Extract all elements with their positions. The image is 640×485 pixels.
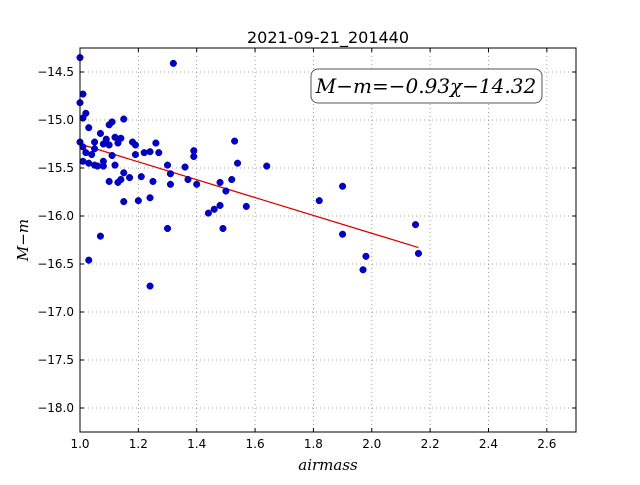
data-point — [242, 202, 250, 210]
data-point — [184, 175, 192, 184]
plot-frame — [79, 47, 577, 433]
data-point — [91, 138, 99, 146]
data-point — [137, 173, 145, 181]
data-point — [411, 221, 420, 229]
y-tick-label: −16.5 — [37, 257, 74, 271]
data-point — [362, 252, 370, 260]
ticks — [79, 48, 576, 432]
data-point — [155, 149, 163, 157]
data-point — [339, 230, 347, 238]
data-point — [120, 115, 128, 123]
data-point — [99, 162, 107, 170]
data-point — [210, 205, 218, 213]
data-point — [216, 201, 224, 209]
fit-line — [79, 143, 419, 249]
data-point — [131, 151, 139, 159]
y-tick-label: −17.0 — [37, 305, 74, 319]
grid — [79, 48, 576, 432]
x-tick-label: 1.6 — [246, 437, 265, 451]
data-point — [166, 170, 174, 178]
data-point — [88, 151, 96, 159]
y-axis-label: M−m — [14, 219, 32, 262]
data-point — [85, 256, 93, 264]
data-point — [190, 152, 198, 161]
x-tick-label: 1.2 — [129, 437, 148, 451]
data-point — [163, 161, 172, 169]
data-point — [146, 282, 154, 290]
y-tick-label: −16.0 — [37, 209, 74, 223]
data-point — [216, 178, 224, 186]
data-point — [102, 135, 110, 143]
data-point — [108, 118, 116, 126]
data-point — [152, 139, 160, 147]
data-point — [134, 197, 142, 205]
data-point — [166, 180, 174, 188]
data-point — [131, 141, 139, 149]
data-point — [163, 224, 172, 233]
data-point — [120, 198, 128, 206]
data-point — [181, 163, 189, 171]
data-point — [359, 266, 367, 274]
x-tick-label: 2.2 — [421, 437, 440, 451]
y-tick-labels: −14.5 −15.0 −15.5 −16.0 −16.5 −17.0 −17.5 −18.0 — [37, 65, 74, 415]
data-point — [193, 180, 201, 188]
data-point — [117, 175, 125, 184]
y-tick-label: −17.5 — [37, 353, 74, 367]
data-point — [140, 149, 148, 157]
data-point — [105, 177, 113, 185]
fit-annotation-box — [310, 68, 543, 104]
data-point — [149, 177, 157, 185]
data-point — [339, 182, 347, 190]
fit-annotation: M−m=−0.93χ−14.32 — [310, 68, 543, 104]
y-tick-label: −15.0 — [37, 113, 74, 127]
data-point — [108, 151, 116, 160]
x-tick-label: 2.0 — [362, 437, 381, 451]
fit-annotation-text: M−m=−0.93χ−14.32 — [315, 74, 536, 98]
x-tick-label: 2.6 — [537, 437, 556, 451]
x-tick-labels: 1.0 1.2 1.4 1.6 1.8 2.0 2.2 2.4 2.6 — [70, 437, 556, 451]
data-point — [315, 197, 323, 205]
chart-title: 2021-09-21_201440 — [247, 28, 409, 48]
x-tick-label: 1.0 — [70, 437, 89, 451]
y-tick-label: −15.5 — [37, 161, 74, 175]
data-point — [105, 141, 113, 149]
data-point — [231, 137, 239, 145]
data-point — [228, 175, 236, 184]
y-tick-label: −14.5 — [37, 65, 74, 79]
data-point — [85, 124, 93, 132]
data-point — [91, 145, 99, 153]
y-tick-label: −18.0 — [37, 401, 74, 415]
data-point — [204, 209, 212, 217]
data-point — [117, 134, 125, 142]
data-point — [263, 162, 271, 170]
data-point — [120, 169, 128, 177]
data-point — [126, 174, 134, 182]
x-tick-label: 2.4 — [479, 437, 498, 451]
data-point — [414, 249, 422, 257]
x-axis-label: airmass — [298, 456, 358, 474]
x-tick-label: 1.8 — [304, 437, 323, 451]
data-point — [96, 129, 104, 137]
data-point — [146, 194, 154, 202]
points — [76, 54, 422, 290]
data-point — [111, 161, 119, 169]
data-point — [146, 148, 154, 156]
data-point — [169, 59, 177, 67]
data-point — [222, 187, 230, 195]
data-point — [234, 159, 242, 167]
x-tick-label: 1.4 — [187, 437, 206, 451]
data-point — [219, 224, 227, 233]
data-point — [79, 90, 87, 98]
data-point — [82, 109, 90, 117]
data-point — [96, 232, 104, 240]
